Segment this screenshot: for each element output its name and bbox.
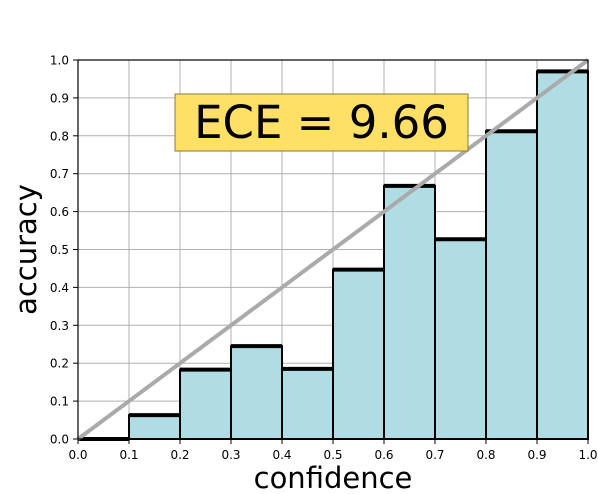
y-tick-label: 0.9 — [50, 91, 69, 105]
bar — [434, 237, 487, 440]
y-tick-label: 0.5 — [50, 243, 69, 257]
bar — [281, 366, 334, 441]
x-tick-label: 0.8 — [476, 448, 495, 462]
bar — [128, 413, 181, 440]
bar-body — [128, 414, 181, 440]
y-tick-label: 0.8 — [50, 129, 69, 143]
x-tick-label: 0.9 — [527, 448, 546, 462]
y-tick-label: 1.0 — [50, 54, 69, 68]
x-tick-label: 0.4 — [272, 448, 291, 462]
y-tick-label: 0.3 — [50, 319, 69, 333]
ece-annotation: ECE = 9.66 — [174, 93, 469, 152]
x-tick-label: 0.7 — [425, 448, 444, 462]
bar — [383, 183, 436, 440]
x-tick-label: 0.6 — [374, 448, 393, 462]
perfect-calibration-line — [76, 58, 590, 441]
x-tick-label: 1.0 — [578, 448, 597, 462]
x-tick-label: 0.2 — [170, 448, 189, 462]
x-axis-label: confidence — [254, 461, 413, 494]
y-tick-label: 0.2 — [50, 357, 69, 371]
x-tick-label: 0.1 — [119, 448, 138, 462]
y-axis-ticks: 0.0 0.1 0.2 0.3 0.4 0.5 0.6 0.7 0.8 0.9 1.0 — [50, 54, 78, 447]
x-tick-label: 0.3 — [221, 448, 240, 462]
x-axis-ticks: 0.0 0.1 0.2 0.3 0.4 0.5 0.6 0.7 0.8 0.9 1.0 — [68, 439, 598, 462]
y-tick-label: 0.4 — [50, 281, 69, 295]
y-tick-label: 0.1 — [50, 395, 69, 409]
bar — [230, 344, 283, 440]
y-axis-label: accuracy — [9, 184, 43, 315]
bar-body — [281, 367, 334, 441]
x-tick-label: 0.0 — [68, 448, 87, 462]
bar-body — [485, 130, 538, 440]
y-tick-label: 0.7 — [50, 167, 69, 181]
ece-label: ECE = 9.66 — [194, 96, 449, 149]
bar — [536, 69, 589, 441]
bar-body — [230, 345, 283, 440]
bar-body — [434, 238, 487, 440]
bar-body — [536, 70, 589, 441]
bar-body — [179, 368, 232, 441]
bar — [332, 267, 385, 440]
bar-body — [332, 268, 385, 440]
x-tick-label: 0.5 — [323, 448, 342, 462]
bar-body — [383, 184, 436, 440]
ece-box — [174, 93, 469, 152]
y-tick-label: 0.6 — [50, 205, 69, 219]
y-tick-label: 0.0 — [50, 433, 69, 447]
bar — [485, 129, 538, 440]
bar — [179, 367, 232, 441]
